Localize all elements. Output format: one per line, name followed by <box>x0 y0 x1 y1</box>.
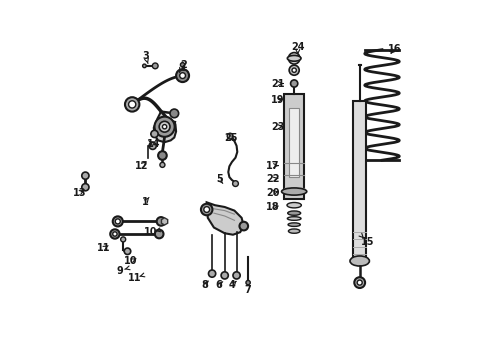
Ellipse shape <box>287 55 301 61</box>
Circle shape <box>162 125 166 129</box>
Circle shape <box>239 222 247 230</box>
Text: 19: 19 <box>270 95 284 105</box>
Text: 11: 11 <box>128 273 141 283</box>
Text: 18: 18 <box>265 202 279 212</box>
Circle shape <box>152 63 158 69</box>
Text: 24: 24 <box>290 42 304 52</box>
Circle shape <box>179 73 185 78</box>
Circle shape <box>149 142 156 149</box>
Circle shape <box>115 219 120 224</box>
Text: 9: 9 <box>116 266 122 276</box>
Circle shape <box>354 277 365 288</box>
Ellipse shape <box>287 211 300 215</box>
Ellipse shape <box>287 217 301 220</box>
Circle shape <box>288 53 299 64</box>
Circle shape <box>154 117 174 137</box>
Text: 25: 25 <box>224 132 237 143</box>
Circle shape <box>158 151 166 160</box>
Circle shape <box>113 232 117 236</box>
Text: 8: 8 <box>201 280 208 290</box>
Text: 2: 2 <box>180 60 186 70</box>
Circle shape <box>142 64 146 68</box>
Ellipse shape <box>288 229 299 233</box>
Circle shape <box>151 130 158 138</box>
Text: 22: 22 <box>265 174 279 184</box>
Polygon shape <box>161 218 167 225</box>
Circle shape <box>155 230 163 238</box>
Circle shape <box>124 248 130 255</box>
Circle shape <box>180 63 184 67</box>
Circle shape <box>125 97 139 112</box>
Text: 4: 4 <box>228 280 235 290</box>
Circle shape <box>81 184 89 191</box>
Ellipse shape <box>281 188 306 195</box>
Circle shape <box>81 172 89 179</box>
Text: 20: 20 <box>265 188 279 198</box>
Text: 14: 14 <box>147 139 160 149</box>
Text: 7: 7 <box>244 285 250 295</box>
Circle shape <box>160 162 164 167</box>
Text: 1: 1 <box>142 197 148 207</box>
Text: 6: 6 <box>215 280 222 290</box>
Text: 3: 3 <box>142 51 148 61</box>
Circle shape <box>291 68 296 72</box>
Circle shape <box>227 133 232 139</box>
Ellipse shape <box>286 202 301 208</box>
Text: 10: 10 <box>124 256 138 266</box>
FancyBboxPatch shape <box>288 108 299 177</box>
Circle shape <box>356 280 362 285</box>
Circle shape <box>121 237 125 242</box>
Circle shape <box>232 272 240 279</box>
Text: 16: 16 <box>387 44 401 54</box>
Circle shape <box>232 181 238 186</box>
Circle shape <box>170 109 178 118</box>
FancyBboxPatch shape <box>284 94 304 199</box>
Circle shape <box>128 101 136 108</box>
Circle shape <box>110 229 120 239</box>
Circle shape <box>288 65 299 75</box>
Text: 5: 5 <box>216 174 222 184</box>
Text: 13: 13 <box>73 188 86 198</box>
Polygon shape <box>153 112 176 142</box>
Text: 12: 12 <box>135 161 148 171</box>
Circle shape <box>156 217 165 226</box>
Circle shape <box>159 121 170 132</box>
Circle shape <box>176 69 189 82</box>
Text: 11: 11 <box>97 243 110 253</box>
Circle shape <box>203 207 209 212</box>
Circle shape <box>245 280 250 285</box>
Circle shape <box>113 216 122 226</box>
Ellipse shape <box>349 256 368 266</box>
Text: 23: 23 <box>270 122 284 132</box>
Polygon shape <box>206 202 244 235</box>
Ellipse shape <box>287 223 300 226</box>
Text: 15: 15 <box>360 237 374 247</box>
Circle shape <box>208 270 215 277</box>
Text: 21: 21 <box>270 78 284 89</box>
Circle shape <box>221 272 228 279</box>
FancyBboxPatch shape <box>352 101 366 261</box>
Text: 10: 10 <box>144 227 157 237</box>
Text: 17: 17 <box>265 161 279 171</box>
Circle shape <box>290 80 297 87</box>
Circle shape <box>201 204 212 215</box>
